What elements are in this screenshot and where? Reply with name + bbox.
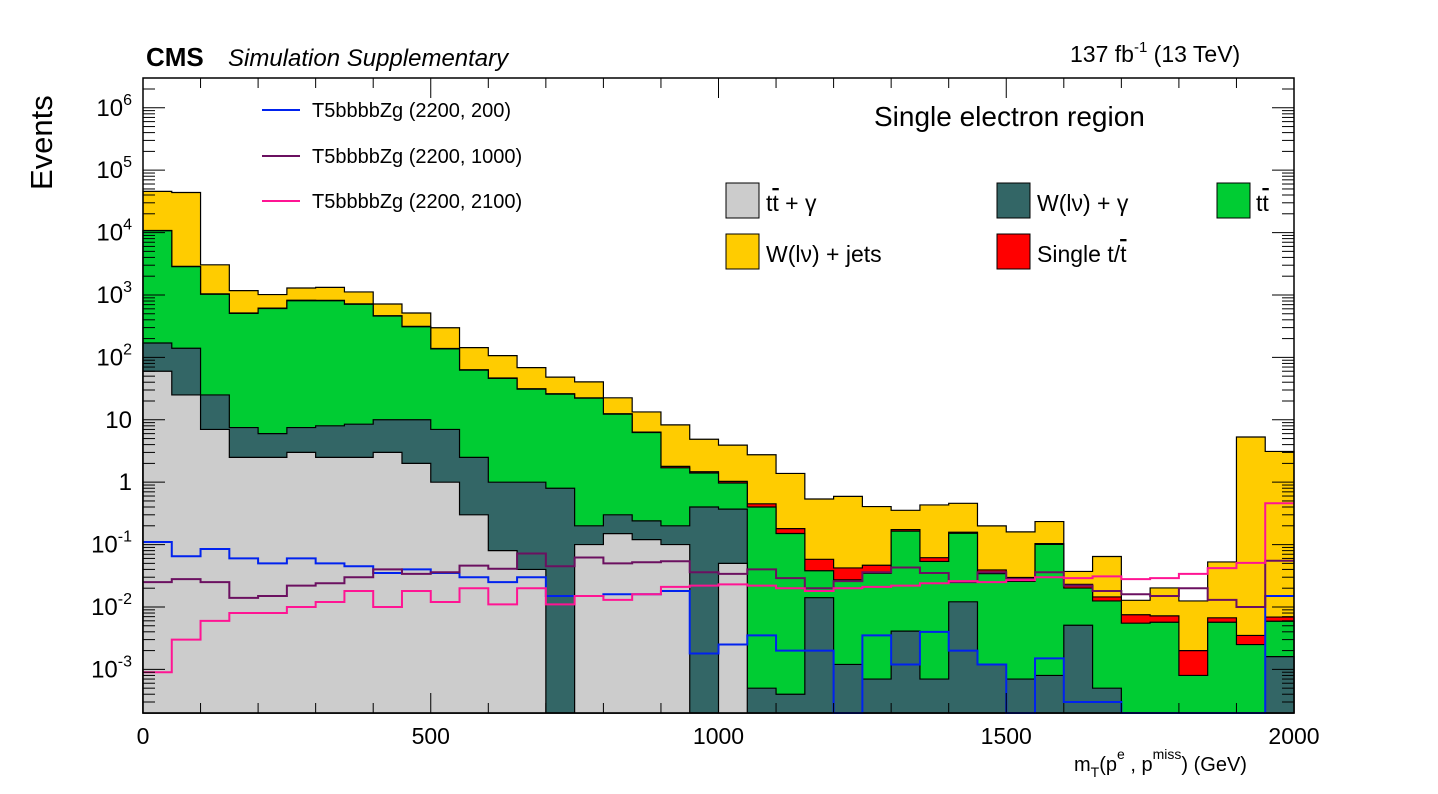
signal-line-3 [143,502,1294,674]
y-tick-label: 1 [119,469,132,496]
legend-swatch-wjets [725,233,760,270]
lumi-label: 137 fb-1 (13 TeV) [1070,39,1240,67]
x-tick-label: 1500 [981,723,1032,749]
x-tick-label: 0 [137,723,150,749]
legend-swatch-singletop [996,233,1031,270]
legend-label-signal-3: T5bbbbZg (2200, 2100) [312,191,522,213]
x-axis-label-sup1: e [1117,746,1125,762]
signal-lines [143,502,1294,714]
legend-label-ttgamma: tt + γ [766,190,817,216]
y-tick-label: 106 [96,92,132,122]
legend-label-singletop: Single t/t [1037,241,1127,267]
y-tick-label: 10-3 [91,653,132,683]
y-tick-label: 105 [96,154,132,184]
cms-label: CMS [146,42,204,72]
legend-label-wgamma: W(lν) + γ [1037,190,1129,216]
legend-label-signal-1: T5bbbbZg (2200, 200) [312,100,511,122]
y-tick-label: 10 [105,407,132,434]
region-label: Single electron region [874,101,1145,132]
signal-line-1 [143,540,1294,714]
x-axis-label-sup2: miss [1153,746,1182,762]
x-axis-label-unit: ) (GeV) [1181,754,1247,776]
x-axis-label-p1: p [1106,754,1117,776]
legend-label-signal-2: T5bbbbZg (2200, 1000) [312,146,522,168]
legend-swatch-ttgamma [725,182,760,219]
lumi-exp: -1 [1134,39,1147,56]
x-tick-label: 1000 [693,723,744,749]
x-tick-label: 500 [412,723,450,749]
x-axis-label-p2: p [1142,754,1153,776]
signal-legend: T5bbbbZg (2200, 200) T5bbbbZg (2200, 100… [262,100,522,213]
x-tick-label: 2000 [1268,723,1319,749]
x-axis-label-m: m [1074,754,1091,776]
legend-label-wjets: W(lν) + jets [766,241,882,267]
lumi-value: 137 fb [1070,41,1134,67]
y-tick-label: 103 [96,279,132,309]
y-axis-label: Events [24,95,59,190]
legend-swatch-wgamma [996,182,1031,219]
x-axis-label: mT(pe , pmiss) (GeV) [1074,746,1247,780]
y-tick-label: 102 [96,341,132,371]
y-tick-label: 104 [96,217,132,247]
signal-line-2 [143,552,1294,608]
simulation-supplementary-label: Simulation Supplementary [228,45,510,72]
legend-label-ttbar: tt [1256,190,1269,216]
legend-swatch-ttbar [1216,182,1251,219]
lumi-rest: (13 TeV) [1147,41,1240,67]
stack-fills [142,190,1295,714]
x-axis-label-sub: T [1091,764,1100,780]
axis-ticks: 0 500 1000 1500 2000 10-3 10-2 10-1 1 10 102 103 104… [91,77,1320,749]
background-legend: tt + γ W(lν) + γ tt W(lν) + jets Single … [725,182,1269,270]
y-tick-label: 10-1 [91,529,132,559]
y-tick-label: 10-2 [91,591,132,621]
